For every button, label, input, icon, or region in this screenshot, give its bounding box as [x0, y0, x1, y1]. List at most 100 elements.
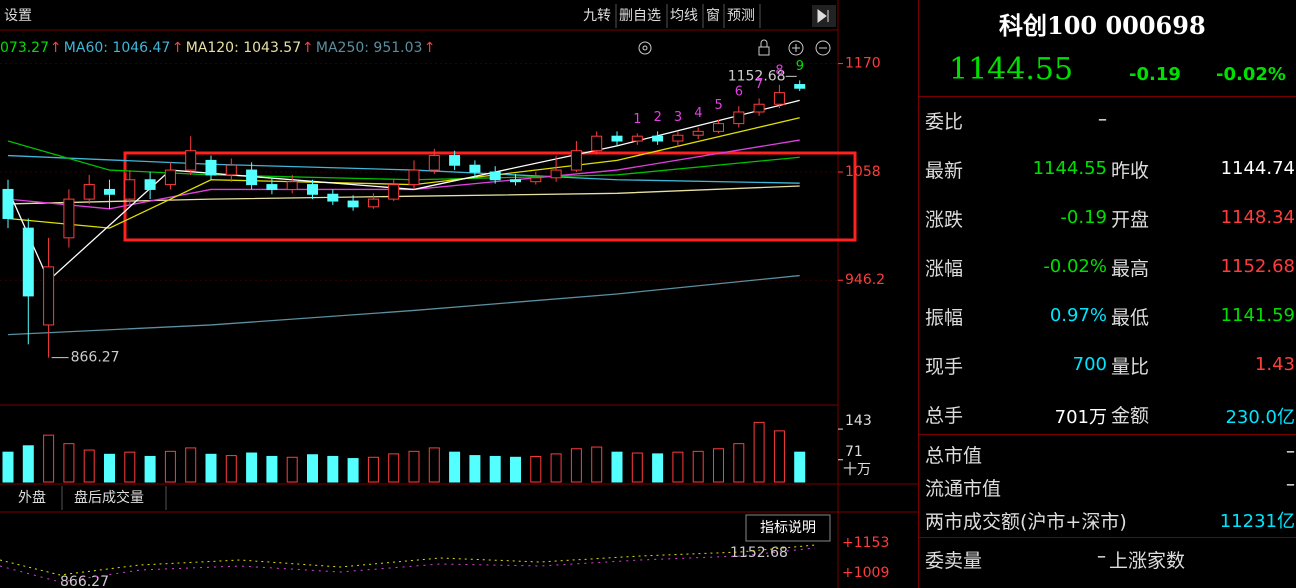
volume-bar — [631, 452, 643, 483]
volume-bar — [327, 455, 339, 483]
tool-icons — [638, 39, 831, 56]
toolbar-button[interactable]: 窗 — [706, 7, 720, 24]
row-value: 11231亿 — [1219, 511, 1295, 532]
volume-bar — [773, 430, 785, 483]
row-label: 振幅 — [925, 307, 964, 329]
candle-body — [22, 227, 34, 297]
td-count: 2 — [654, 110, 662, 125]
volume-bar — [388, 453, 400, 483]
volume-bar — [347, 458, 359, 483]
candle-body — [611, 135, 623, 142]
candle-body — [83, 184, 95, 200]
volume-bar — [428, 447, 440, 483]
divider — [919, 96, 1296, 97]
candle-body — [124, 179, 136, 200]
row-label: 委卖量 — [925, 550, 983, 572]
candle-body — [550, 169, 562, 179]
row-value: 1144.55 — [1032, 158, 1107, 179]
quote-change: -0.19 — [1129, 64, 1181, 85]
indicator-high: 1152.68 — [730, 545, 788, 561]
row-label: 总手 — [925, 405, 964, 427]
candle-body — [449, 155, 461, 166]
indicator-button[interactable] — [745, 514, 831, 542]
candle-body — [63, 198, 75, 239]
volume-bar — [22, 445, 34, 483]
indicator-line — [0, 547, 816, 583]
ma-arrow: ↑ — [302, 40, 314, 56]
candle-body — [530, 177, 542, 183]
volume-bar — [489, 455, 501, 483]
settings[interactable]: 设置 — [4, 8, 32, 24]
volume-bar — [713, 448, 724, 483]
row-label: 涨跌 — [925, 209, 964, 231]
row-label: 最新 — [925, 160, 964, 182]
row-value: 1152.68 — [1220, 256, 1295, 277]
candle-body — [672, 134, 684, 142]
toolbar-button[interactable]: 预测 — [727, 8, 755, 24]
row-value: 1.43 — [1254, 354, 1295, 375]
high-label: 1152.68 — [728, 68, 786, 84]
row-value: – — [1286, 441, 1295, 462]
candle-body — [327, 193, 339, 202]
candle-body — [104, 188, 115, 195]
ma-arrow: ↑ — [172, 40, 184, 56]
td-count: 8 — [775, 63, 783, 78]
candle-body — [388, 184, 400, 200]
candle-body — [43, 266, 55, 326]
td-count: 7 — [755, 77, 763, 92]
row-value: -0.02% — [1043, 256, 1107, 277]
toolbar-button[interactable]: 均线 — [670, 8, 698, 24]
toolbar-button[interactable]: 删自选 — [619, 8, 661, 24]
candle-body — [205, 159, 217, 176]
divider — [919, 434, 1296, 435]
volume-bar — [692, 450, 704, 483]
row-label: 昨收 — [1111, 160, 1150, 182]
row-label: 涨幅 — [925, 258, 964, 280]
candle-body — [469, 164, 481, 173]
volume-bar — [185, 447, 197, 483]
quote-panel: 科创100 000698 1144.55 -0.19 -0.02% 委比 – 最新 1… — [918, 0, 1296, 588]
volume-bar — [83, 449, 95, 483]
row-label: 量比 — [1111, 356, 1150, 378]
row-value: -0.19 — [1060, 207, 1107, 228]
quote-price: 1144.55 — [949, 52, 1074, 87]
candle-body — [2, 188, 14, 219]
volume-bar — [449, 451, 461, 483]
indicator-low: 866.27 — [60, 574, 109, 588]
volume-bar — [469, 455, 481, 483]
volume-bar — [286, 456, 298, 483]
ma-legend: MA60: 1046.47 — [64, 40, 171, 56]
volume-bar — [753, 421, 765, 483]
candle-body — [794, 84, 806, 89]
td-count: 6 — [735, 85, 743, 100]
rises-label: 上涨家数 — [1109, 550, 1186, 572]
volume-bar — [225, 455, 237, 483]
volume-bar — [367, 456, 379, 483]
volume-bar — [530, 455, 542, 483]
icon — [817, 9, 829, 23]
indicator-button-label[interactable]: 指标说明 — [760, 520, 816, 536]
row-value: – — [1098, 109, 1107, 130]
row-value: 1148.34 — [1220, 207, 1295, 228]
volume-bar — [611, 451, 623, 483]
candle-body — [510, 179, 521, 183]
row-value: 700 — [1072, 354, 1107, 375]
volume-bar — [408, 450, 420, 483]
candle-body — [408, 169, 420, 186]
volume-bar — [550, 453, 562, 483]
low-label: 866.27 — [71, 350, 120, 366]
volume-bar — [43, 434, 55, 483]
candle-body — [164, 169, 176, 186]
volume-bar — [672, 451, 684, 483]
td-count: 4 — [694, 106, 702, 121]
tab[interactable]: 盘后成交量 — [74, 489, 144, 506]
y-tick-label: 71 — [845, 444, 863, 460]
row-label: 委比 — [925, 111, 964, 133]
row-value: 0.97% — [1049, 305, 1107, 326]
ma-line — [7, 117, 800, 229]
candle-body — [591, 135, 603, 152]
tab[interactable]: 外盘 — [18, 489, 46, 506]
toolbar-button[interactable]: 九转 — [583, 8, 611, 24]
candle-body — [144, 179, 156, 190]
volume-bar — [570, 448, 582, 483]
